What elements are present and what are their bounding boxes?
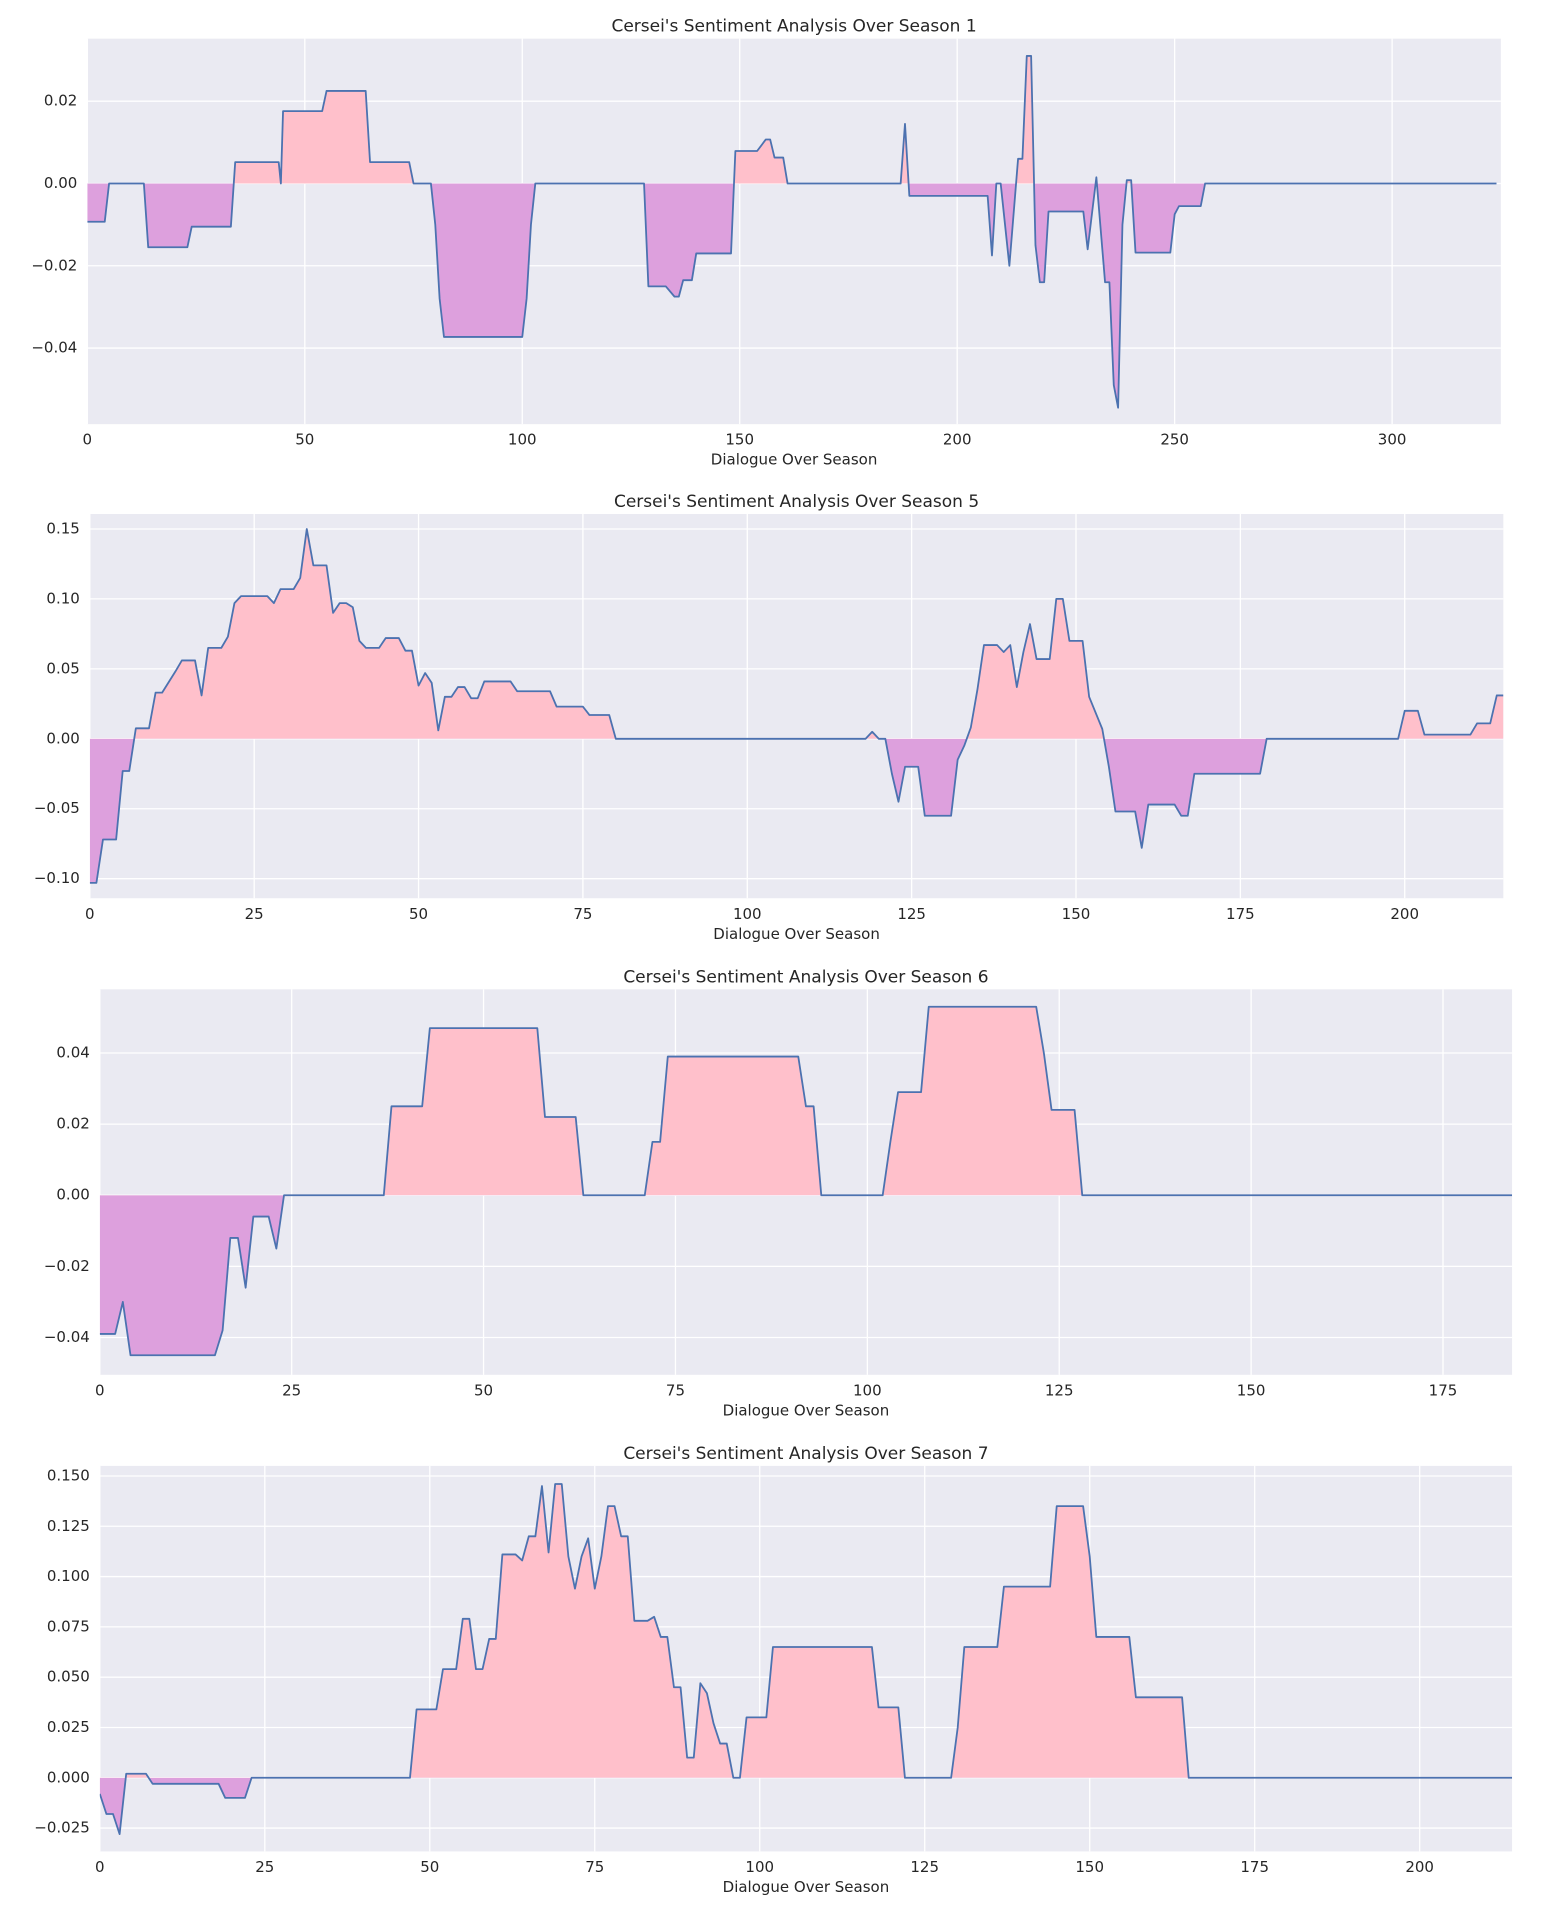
sentiment-line	[99, 1005, 1513, 1357]
x-tick-label: 125	[897, 905, 926, 923]
x-tick-label: 150	[1237, 1381, 1266, 1399]
x-tick-label: 0	[83, 431, 93, 449]
x-tick-label: 100	[853, 1381, 882, 1399]
x-tick-label: 0	[95, 1858, 105, 1876]
x-tick-label: 100	[508, 431, 537, 449]
x-tick-label: 100	[745, 1858, 774, 1876]
y-tick-label: −0.02	[44, 1257, 90, 1275]
negative-area	[89, 738, 1267, 883]
x-tick-label: 50	[295, 431, 314, 449]
y-tick-label: 0.000	[47, 1768, 90, 1786]
x-tick-label: 250	[1160, 431, 1189, 449]
chart-title: Cersei's Sentiment Analysis Over Season …	[623, 967, 988, 987]
y-tick-label: −0.02	[31, 256, 77, 274]
chart-title: Cersei's Sentiment Analysis Over Season …	[614, 492, 979, 512]
y-tick-label: 0.150	[47, 1466, 90, 1484]
y-tick-label: 0.02	[44, 92, 77, 110]
positive-area	[233, 55, 1132, 184]
x-tick-label: 125	[1045, 1381, 1074, 1399]
x-tick-label: 75	[666, 1381, 685, 1399]
y-tick-label: 0.04	[56, 1043, 89, 1061]
x-tick-label: 150	[1075, 1858, 1104, 1876]
y-tick-label: 0.02	[56, 1115, 89, 1133]
y-tick-label: 0.05	[46, 659, 79, 677]
x-tick-label: 75	[573, 905, 592, 923]
x-tick-label: 300	[1378, 431, 1407, 449]
x-tick-label: 0	[95, 1381, 105, 1399]
sentiment-line	[99, 1483, 1513, 1836]
x-tick-label: 175	[1429, 1381, 1458, 1399]
x-axis-label: Dialogue Over Season	[723, 1878, 890, 1896]
x-tick-label: 50	[420, 1858, 439, 1876]
x-tick-label: 100	[733, 905, 762, 923]
x-tick-label: 150	[1062, 905, 1091, 923]
x-axis-label: Dialogue Over Season	[711, 451, 878, 469]
y-tick-label: 0.100	[47, 1567, 90, 1585]
x-tick-label: 200	[943, 431, 972, 449]
positive-area	[125, 1484, 1189, 1778]
x-tick-label: 0	[85, 905, 95, 923]
y-tick-label: 0.15	[46, 519, 79, 537]
positive-area	[89, 528, 1504, 739]
sentiment-line	[87, 55, 1497, 409]
x-axis-label: Dialogue Over Season	[713, 925, 880, 943]
y-tick-label: 0.00	[46, 729, 79, 747]
x-tick-label: 25	[255, 1858, 274, 1876]
y-tick-label: 0.00	[44, 174, 77, 192]
y-tick-label: −0.05	[34, 799, 80, 817]
y-tick-label: 0.025	[47, 1718, 90, 1736]
x-tick-label: 75	[585, 1858, 604, 1876]
y-tick-label: −0.04	[44, 1328, 90, 1346]
negative-area	[87, 183, 1497, 408]
sentiment-line	[89, 528, 1504, 884]
y-tick-label: 0.00	[56, 1186, 89, 1204]
x-tick-label: 50	[474, 1381, 493, 1399]
y-tick-label: −0.10	[34, 869, 80, 887]
x-tick-label: 200	[1390, 905, 1419, 923]
x-tick-label: 175	[1226, 905, 1255, 923]
x-tick-label: 175	[1240, 1858, 1269, 1876]
plot-background	[87, 38, 1501, 425]
y-tick-label: 0.10	[46, 589, 79, 607]
chart-title: Cersei's Sentiment Analysis Over Season …	[611, 17, 976, 37]
y-tick-label: −0.025	[34, 1819, 90, 1837]
x-tick-label: 50	[409, 905, 428, 923]
x-tick-label: 125	[910, 1858, 939, 1876]
y-tick-label: 0.050	[47, 1668, 90, 1686]
positive-area	[99, 1006, 1513, 1196]
y-tick-label: 0.125	[47, 1517, 90, 1535]
chart-title: Cersei's Sentiment Analysis Over Season …	[623, 1444, 988, 1464]
x-tick-label: 150	[725, 431, 754, 449]
x-tick-label: 25	[282, 1381, 301, 1399]
x-axis-label: Dialogue Over Season	[723, 1401, 890, 1419]
y-tick-label: −0.04	[31, 339, 77, 357]
x-tick-label: 200	[1405, 1858, 1434, 1876]
negative-area	[99, 1777, 1513, 1835]
negative-area	[99, 1195, 285, 1356]
x-tick-label: 25	[245, 905, 264, 923]
y-tick-label: 0.075	[47, 1617, 90, 1635]
